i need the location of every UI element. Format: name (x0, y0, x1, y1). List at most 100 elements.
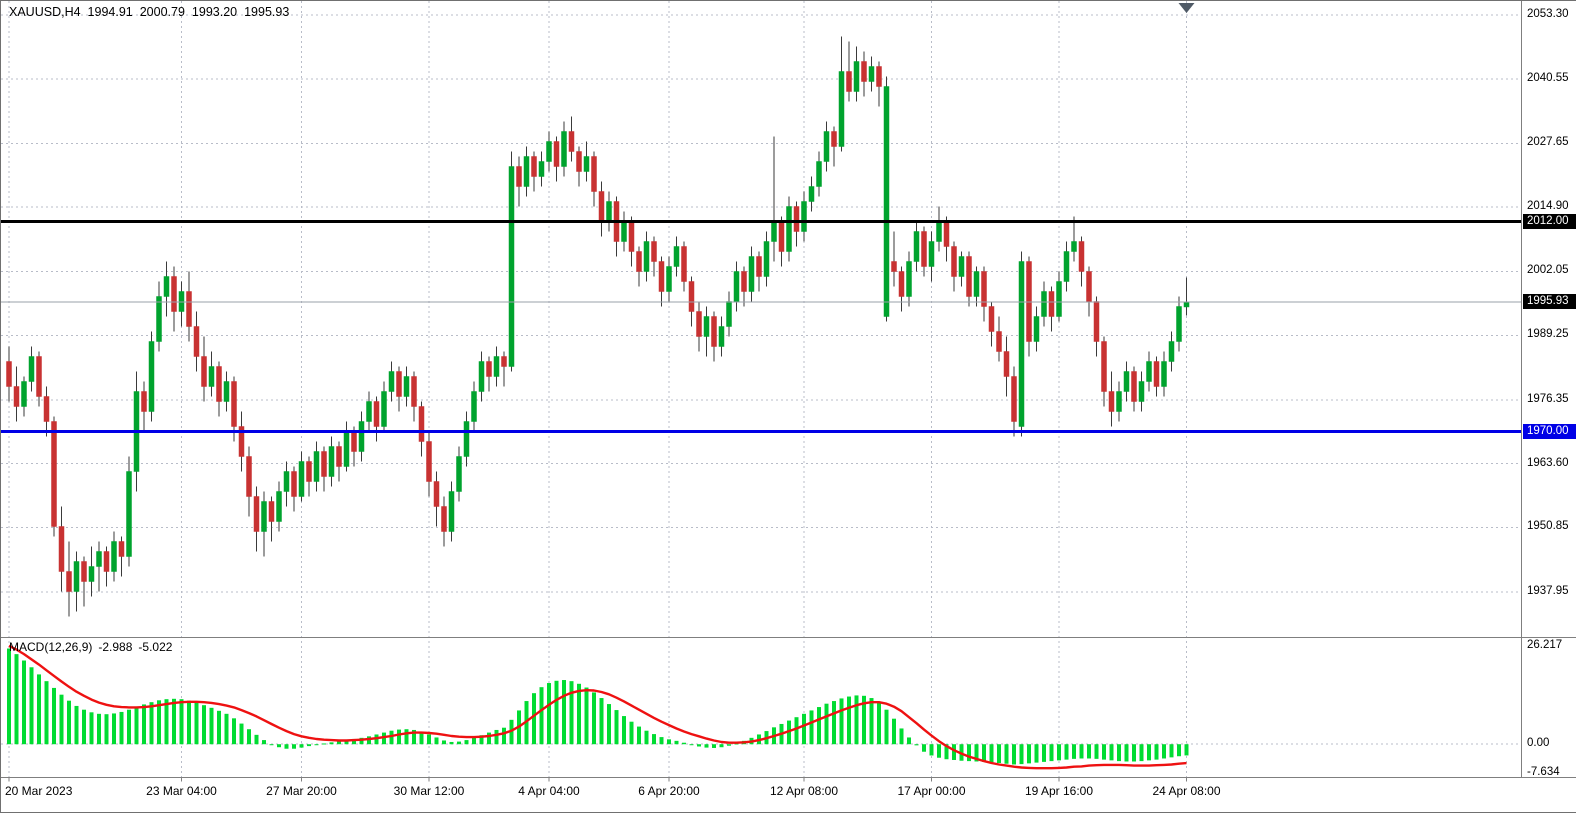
macd-histogram-bar (1012, 744, 1016, 765)
macd-histogram-bar (172, 698, 176, 745)
macd-histogram-bar (269, 744, 274, 746)
candle-bullish (621, 221, 627, 242)
price-axis[interactable]: 2053.30 2040.55 2027.65 2014.90 2002.05 1989.… (1523, 1, 1576, 778)
candle-bearish (628, 221, 635, 252)
candle-bearish (171, 276, 177, 312)
macd-histogram-bar (922, 744, 926, 752)
candle-bearish (741, 271, 747, 292)
macd-histogram-bar (82, 709, 86, 745)
macd-histogram-bar (862, 695, 866, 745)
candle-bearish (756, 256, 762, 277)
macd-histogram-bar (502, 727, 506, 745)
candle-bearish (898, 271, 905, 297)
candle-bullish (1146, 361, 1152, 382)
price-axis-label: 1989.25 (1527, 328, 1569, 341)
candle-bullish (156, 296, 162, 342)
candle-bearish (336, 446, 342, 467)
macd-histogram-bar (1042, 744, 1046, 762)
macd-histogram-bar (359, 737, 364, 745)
candle-bullish (763, 241, 770, 277)
candle-bearish (598, 191, 605, 222)
candle-bearish (576, 151, 582, 172)
candle-bullish (748, 256, 755, 292)
macd-histogram-bar (719, 744, 724, 748)
candle-bullish (1056, 281, 1062, 317)
macd-indicator-label: MACD(12,26,9) -2.988 -5.022 (9, 640, 178, 654)
macd-histogram-bar (187, 700, 191, 745)
macd-histogram-bar (592, 692, 596, 745)
macd-signal-value: -5.022 (138, 640, 173, 654)
macd-histogram-bar (254, 734, 259, 745)
macd-histogram-bar (157, 700, 161, 745)
ohlc-low-value: 1993.20 (191, 5, 238, 19)
candle-bearish (186, 291, 192, 327)
macd-histogram-bar (97, 713, 101, 745)
price-axis-label: 1963.60 (1527, 456, 1569, 469)
macd-histogram-bar (14, 654, 19, 745)
candle-bullish (283, 471, 290, 492)
candle-bullish (163, 276, 170, 297)
macd-histogram-bar (997, 744, 1001, 763)
candle-bearish (321, 451, 327, 477)
macd-histogram-bar (397, 729, 401, 745)
macd-histogram-bar (1117, 744, 1121, 762)
candle-bullish (771, 221, 777, 242)
macd-histogram-bar (1072, 744, 1076, 759)
macd-histogram-bar (142, 704, 146, 745)
macd-histogram-bar (1049, 744, 1054, 762)
time-axis-label: 12 Apr 08:00 (769, 784, 839, 798)
candle-bullish (786, 206, 792, 252)
macd-histogram-bar (427, 734, 431, 745)
candle-bearish (411, 376, 417, 407)
candle-bearish (921, 231, 927, 267)
candle-bearish (13, 386, 20, 407)
time-axis[interactable]: 20 Mar 2023 23 Mar 04:00 27 Mar 20:00 30 Ma… (1, 778, 1576, 812)
candle-bearish (1108, 391, 1115, 412)
candle-bullish (928, 241, 935, 267)
candle-bullish (456, 456, 462, 492)
candle-bullish (478, 361, 485, 392)
macd-histogram-bar (457, 741, 461, 745)
macd-histogram-bar (329, 742, 334, 745)
candle-bearish (373, 401, 380, 427)
macd-histogram-bar (164, 699, 169, 745)
macd-histogram-bar (322, 743, 326, 745)
candle-bullish (313, 451, 320, 482)
macd-histogram-bar (734, 743, 739, 745)
candle-bullish (801, 201, 807, 232)
macd-histogram-bar (494, 729, 499, 745)
candle-bearish (1153, 361, 1160, 387)
macd-histogram-bar (232, 718, 236, 745)
macd-signal-line (8, 644, 1187, 770)
candle-bullish (1168, 341, 1175, 362)
macd-histogram-bar (569, 681, 574, 745)
candle-bearish (291, 471, 297, 497)
chart-shift-marker-icon[interactable] (1178, 3, 1195, 13)
macd-histogram-bar (7, 648, 11, 745)
candle-bullish (1116, 391, 1122, 412)
candle-bullish (471, 391, 477, 422)
macd-histogram-bar (832, 701, 836, 745)
macd-histogram-bar (67, 700, 71, 745)
price-axis-label: 2040.55 (1527, 71, 1569, 84)
candle-bearish (681, 246, 687, 282)
candle-bullish (1183, 301, 1190, 308)
candle-bearish (778, 221, 785, 252)
candle-bullish (148, 341, 155, 412)
candle-bearish (568, 131, 575, 152)
candle-bearish (501, 356, 507, 367)
macd-histogram-bar (112, 713, 116, 745)
candle-bullish (1176, 306, 1182, 342)
candle-bullish (546, 141, 552, 162)
macd-histogram-bar (247, 729, 251, 745)
macd-histogram-bar (1147, 744, 1151, 761)
candle-bullish (643, 241, 650, 272)
candle-bullish (381, 391, 387, 427)
macd-histogram-bar (884, 709, 889, 745)
candle-bullish (111, 541, 117, 572)
ohlc-high-value: 2000.79 (139, 5, 185, 19)
candle-bullish (403, 376, 410, 397)
candle-bearish (486, 361, 492, 377)
candle-bullish (913, 231, 920, 262)
